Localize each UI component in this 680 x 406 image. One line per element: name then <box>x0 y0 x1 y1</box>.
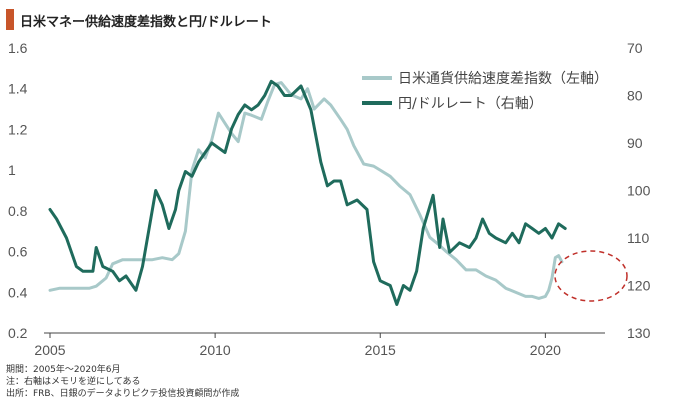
right-axis-tick-label: 110 <box>627 230 650 246</box>
left-axis-tick-label: 0.8 <box>8 203 28 219</box>
legend-label-usdjpy: 円/ドルレート（右軸） <box>398 96 543 112</box>
series-line-usdjpy <box>48 79 567 306</box>
left-axis-tick-label: 1.2 <box>8 121 28 137</box>
left-axis-tick-label: 1.4 <box>8 81 28 97</box>
highlight-circle <box>554 250 628 302</box>
chart-axes: 0.2 0.4 0.6 0.8 1 1.2 1.4 1.6 70 80 90 100 110 120 130… <box>8 40 651 358</box>
x-axis-tick-label: 2020 <box>530 342 561 358</box>
right-axis-tick-label: 70 <box>627 40 643 56</box>
left-axis-tick-label: 1.6 <box>8 40 28 56</box>
legend: 日米通貨供給速度差指数（左軸） 円/ドルレート（右軸） <box>362 70 608 112</box>
right-axis-tick-label: 120 <box>627 278 651 294</box>
note-axis: 注：右軸はメモリを逆にしてある <box>6 377 141 387</box>
x-axis-tick-label: 2010 <box>200 342 231 358</box>
right-axis-tick-label: 90 <box>627 135 643 151</box>
right-axis-tick-label: 130 <box>627 325 651 341</box>
series-line-money-supply-index <box>48 81 564 300</box>
legend-label-money-supply-index: 日米通貨供給速度差指数（左軸） <box>398 70 608 87</box>
note-source: 出所：FRB、日銀のデータよりピクテ投信投資顧問が作成 <box>6 389 240 399</box>
left-axis-tick-label: 0.2 <box>8 325 28 341</box>
note-period: 期間：2005年～2020年6月 <box>6 365 121 375</box>
chart-notes: 期間：2005年～2020年6月 注：右軸はメモリを逆にしてある 出所：FRB、… <box>6 364 239 400</box>
series-layer <box>48 79 567 306</box>
left-axis-tick-label: 0.6 <box>8 244 28 260</box>
annotation-layer <box>554 250 628 302</box>
left-axis-tick-label: 1 <box>8 162 16 178</box>
left-axis-tick-label: 0.4 <box>8 284 28 300</box>
title-accent-bar <box>6 9 14 30</box>
right-axis-tick-label: 80 <box>627 88 643 104</box>
chart-title: 日米マネー供給速度差指数と円/ドルレート <box>20 15 272 30</box>
right-axis-tick-label: 100 <box>627 183 651 199</box>
x-axis-tick-label: 2005 <box>34 342 65 358</box>
x-axis-tick-label: 2015 <box>365 342 396 358</box>
